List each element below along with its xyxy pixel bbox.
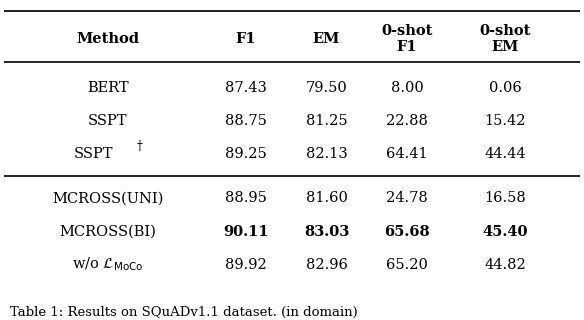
Text: 82.96: 82.96 — [305, 258, 347, 272]
Text: SSPT: SSPT — [74, 148, 113, 161]
Text: F1: F1 — [235, 32, 256, 46]
Text: 82.13: 82.13 — [305, 148, 347, 161]
Text: 0.06: 0.06 — [489, 81, 522, 95]
Text: 44.82: 44.82 — [484, 258, 526, 272]
Text: 0-shot
EM: 0-shot EM — [479, 23, 531, 54]
Text: Table 1: Results on SQuADv1.1 dataset. (in domain): Table 1: Results on SQuADv1.1 dataset. (… — [10, 306, 357, 319]
Text: 89.25: 89.25 — [225, 148, 267, 161]
Text: 24.78: 24.78 — [386, 191, 428, 205]
Text: MCROSS(UNI): MCROSS(UNI) — [52, 191, 164, 205]
Text: 88.75: 88.75 — [225, 114, 267, 128]
Text: EM: EM — [313, 32, 340, 46]
Text: 81.25: 81.25 — [306, 114, 347, 128]
Text: 8.00: 8.00 — [391, 81, 423, 95]
Text: MCROSS(BI): MCROSS(BI) — [60, 225, 157, 238]
Text: 45.40: 45.40 — [482, 225, 528, 238]
Text: 15.42: 15.42 — [484, 114, 526, 128]
Text: 89.92: 89.92 — [225, 258, 267, 272]
Text: 22.88: 22.88 — [386, 114, 428, 128]
Text: Method: Method — [77, 32, 140, 46]
Text: 79.50: 79.50 — [305, 81, 347, 95]
Text: 16.58: 16.58 — [484, 191, 526, 205]
Text: 0-shot
F1: 0-shot F1 — [381, 23, 433, 54]
Text: 87.43: 87.43 — [225, 81, 267, 95]
Text: 90.11: 90.11 — [223, 225, 269, 238]
Text: 83.03: 83.03 — [304, 225, 349, 238]
Text: w/o $\mathcal{L}_{\mathrm{MoCo}}$: w/o $\mathcal{L}_{\mathrm{MoCo}}$ — [72, 256, 144, 274]
Text: 65.20: 65.20 — [386, 258, 428, 272]
Text: 88.95: 88.95 — [225, 191, 267, 205]
Text: 81.60: 81.60 — [305, 191, 347, 205]
Text: BERT: BERT — [87, 81, 128, 95]
Text: 44.44: 44.44 — [484, 148, 526, 161]
Text: 64.41: 64.41 — [387, 148, 428, 161]
Text: †: † — [137, 140, 142, 153]
Text: 65.68: 65.68 — [384, 225, 430, 238]
Text: SSPT: SSPT — [88, 114, 127, 128]
